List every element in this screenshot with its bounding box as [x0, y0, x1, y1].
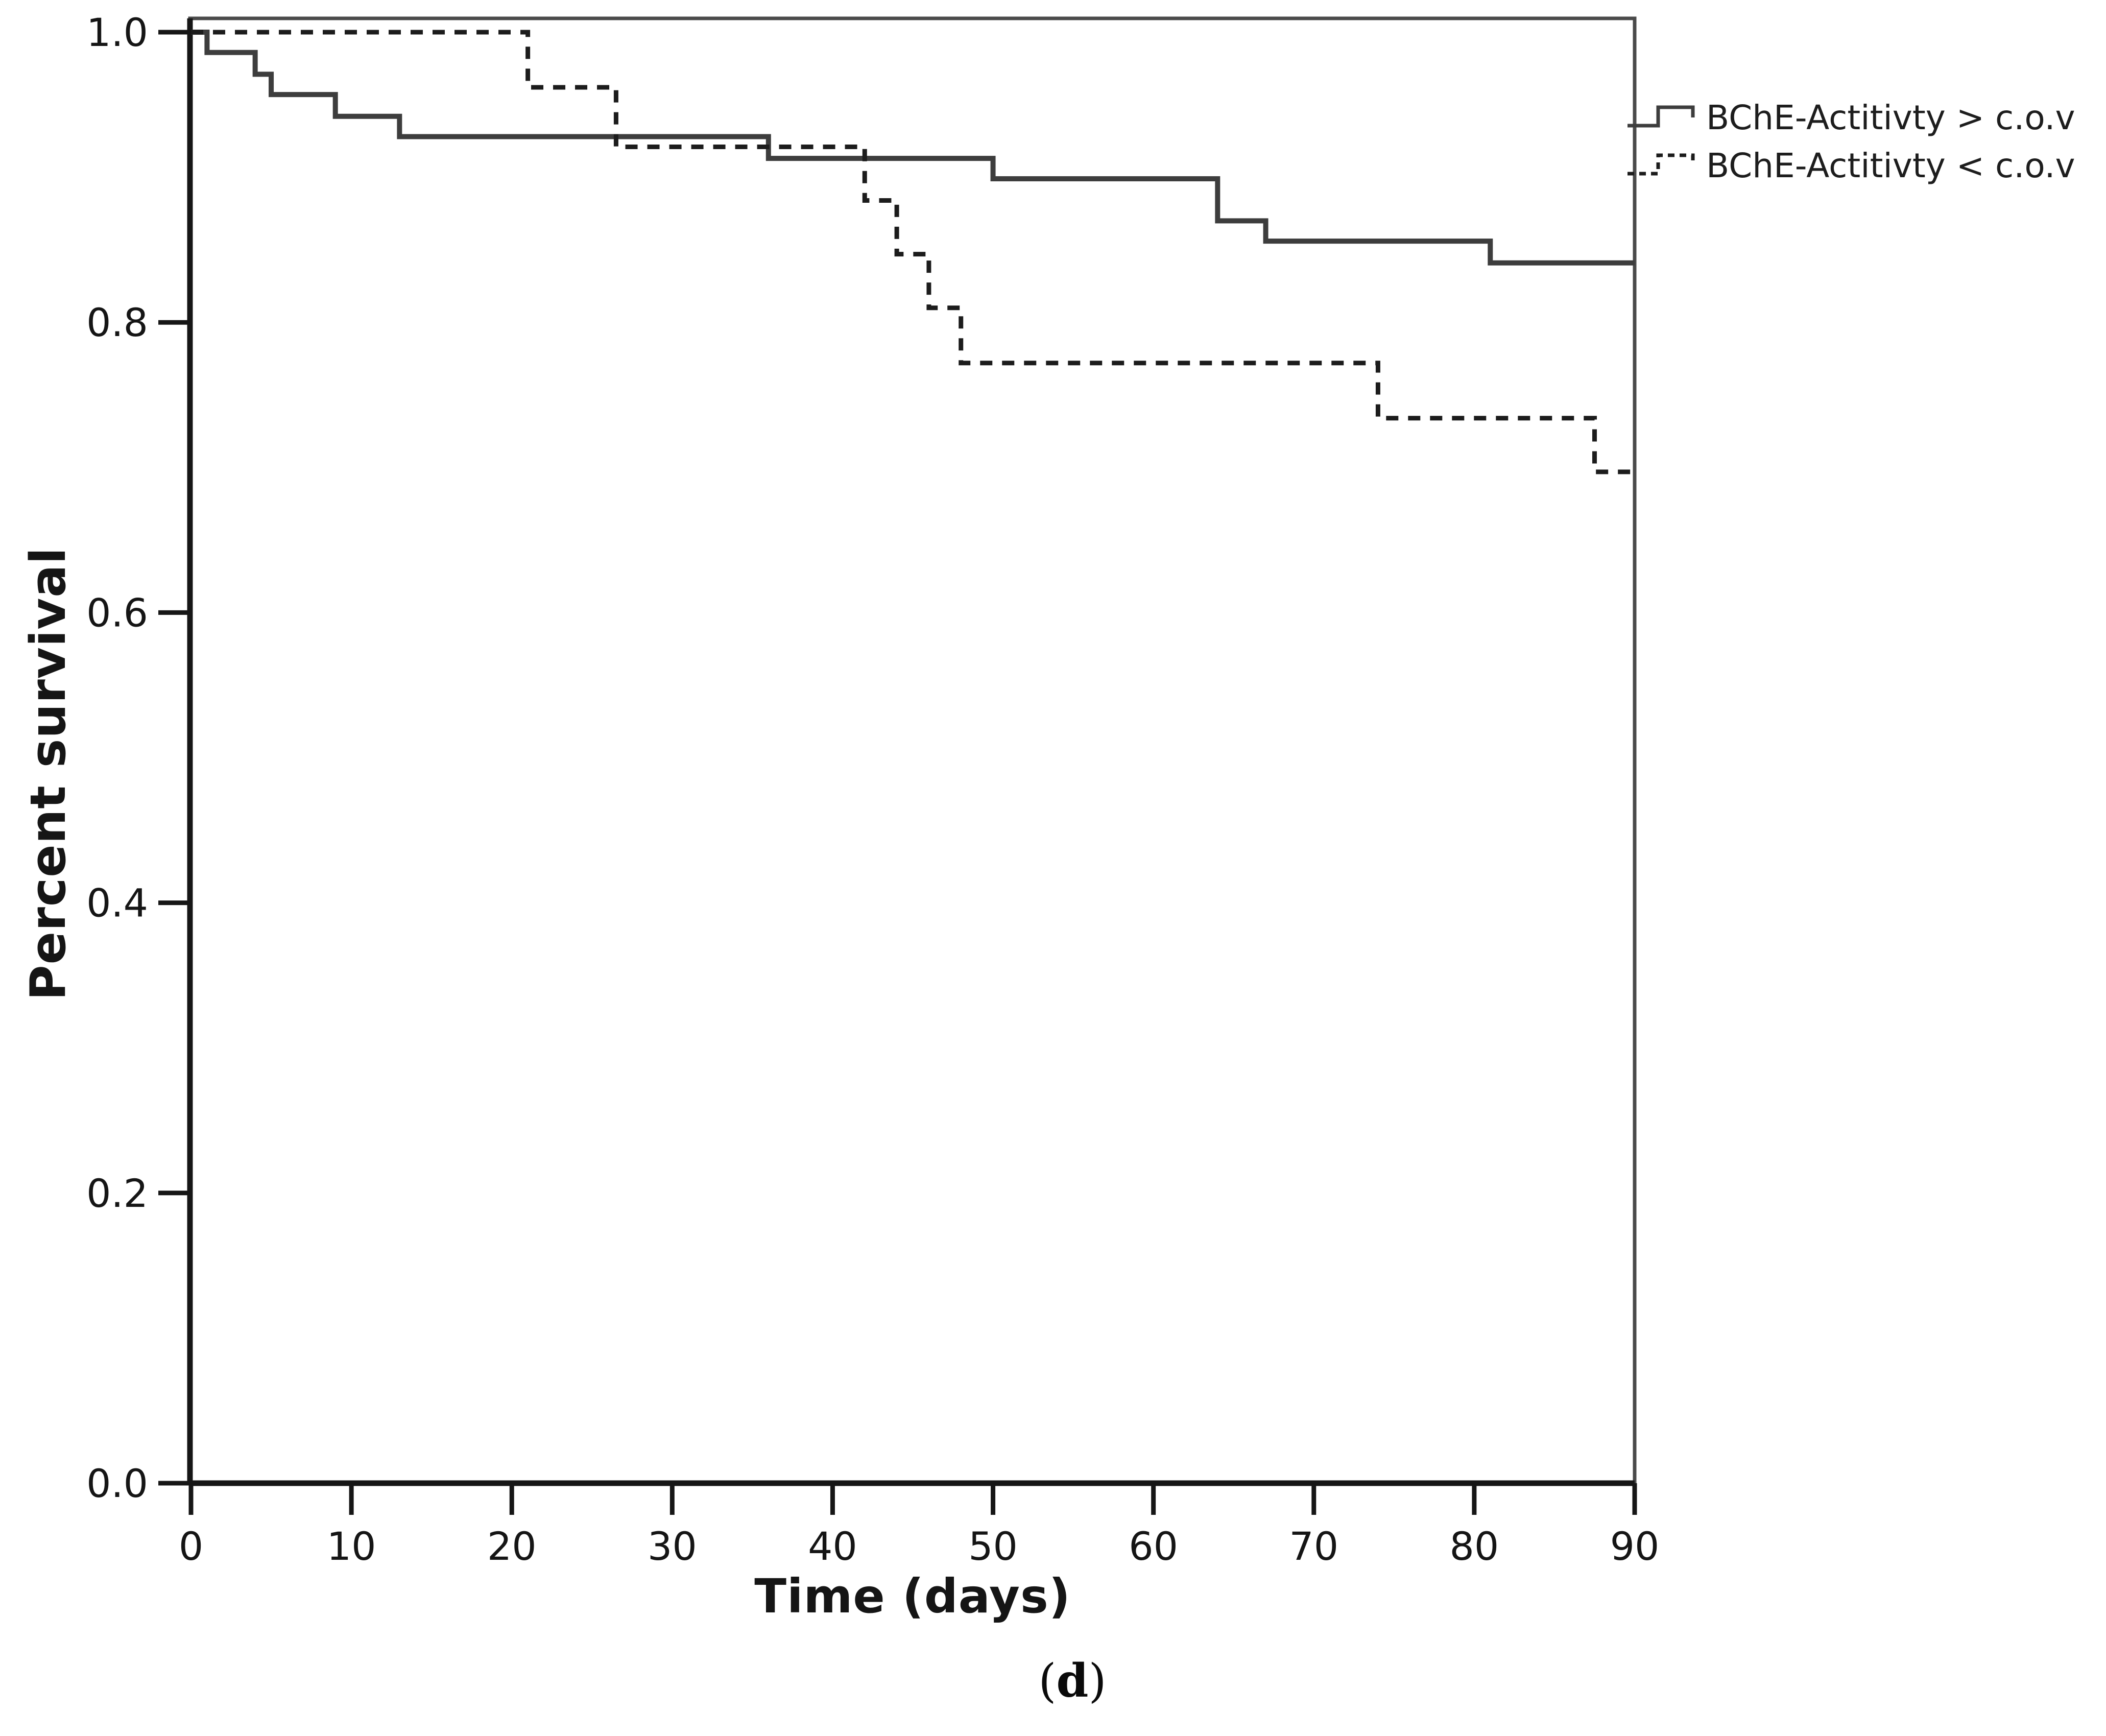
y-tick-label: 1.0: [86, 10, 148, 55]
plot-frame: [188, 16, 1637, 1485]
legend-item-solid: BChE-Actitivty > c.o.v: [1626, 97, 2075, 138]
x-tick-label: 80: [1450, 1524, 1499, 1569]
x-tick-label: 20: [487, 1524, 537, 1569]
dashed-line-sample-icon: [1628, 153, 1695, 176]
x-tick-label: 60: [1129, 1524, 1178, 1569]
x-tick-label: 50: [968, 1524, 1018, 1569]
caption-open-paren: (: [1038, 1654, 1057, 1708]
km-curve-dashed: [191, 30, 1635, 474]
caption-letter: d: [1056, 1654, 1089, 1708]
solid-line-sample-icon: [1628, 105, 1695, 128]
y-tick-label: 0.2: [86, 1171, 148, 1216]
x-tick-label: 0: [179, 1524, 203, 1569]
legend-label-solid: BChE-Actitivty > c.o.v: [1706, 98, 2075, 137]
figure-caption: (d): [970, 1654, 1175, 1708]
x-tick-label: 90: [1610, 1524, 1660, 1569]
x-tick-label: 10: [327, 1524, 376, 1569]
y-tick-label: 0.6: [86, 590, 148, 635]
caption-close-paren: ): [1088, 1654, 1107, 1708]
legend-item-dashed: BChE-Actitivty < c.o.v: [1626, 145, 2075, 186]
y-tick-label: 0.8: [86, 300, 148, 345]
x-tick-label: 70: [1289, 1524, 1338, 1569]
x-tick-label: 40: [808, 1524, 857, 1569]
legend-label-dashed: BChE-Actitivty < c.o.v: [1706, 146, 2075, 185]
km-curve-solid: [191, 30, 1635, 266]
y-tick-label: 0.4: [86, 881, 148, 926]
y-axis-title: Percent survival: [20, 547, 77, 1001]
x-tick-label: 30: [648, 1524, 697, 1569]
x-axis-title: Time (days): [754, 1569, 1071, 1624]
legend: BChE-Actitivty > c.o.v BChE-Actitivty < …: [1626, 97, 2075, 186]
y-tick-label: 0.0: [86, 1461, 148, 1506]
